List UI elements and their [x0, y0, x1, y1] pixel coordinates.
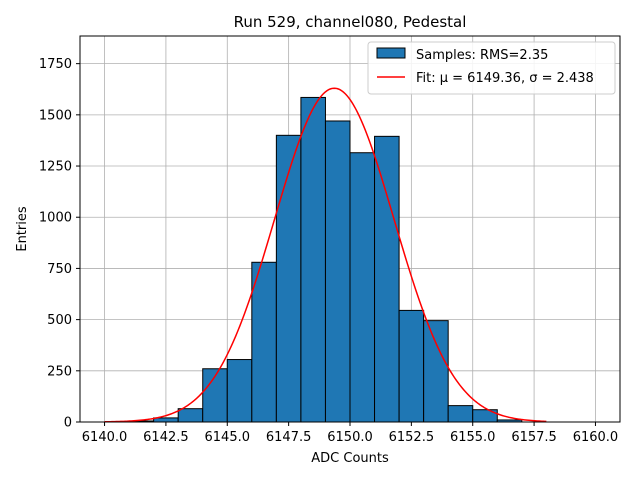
histogram-bar	[324, 120, 351, 423]
y-tick-label: 1000	[39, 211, 72, 226]
x-tick-label: 6155.0	[450, 430, 496, 445]
histogram-bar	[251, 261, 277, 423]
fit-line	[104, 87, 547, 423]
histogram-bar	[374, 135, 400, 423]
x-tick-label: 6147.5	[266, 430, 312, 445]
y-axis: 0 250 500 750 1000 1250 1500 1750	[39, 57, 80, 431]
legend-box	[367, 41, 616, 95]
y-tick-label: 1250	[39, 160, 72, 175]
x-axis: 6140.0 6142.5 6145.0 6147.5 6150.0 6152.5 6155…	[82, 422, 618, 445]
histogram-bar	[226, 359, 253, 423]
legend-histogram-swatch	[376, 47, 406, 59]
x-tick-label: 6160.0	[573, 430, 619, 445]
histogram-bar	[275, 134, 302, 423]
histogram-bar	[349, 152, 376, 423]
x-tick-label: 6145.0	[205, 430, 251, 445]
histogram-bar	[447, 405, 474, 423]
y-axis-title: Entries	[15, 206, 30, 252]
x-tick-label: 6157.5	[511, 430, 557, 445]
legend-histogram-label: Samples: RMS=2.35	[416, 48, 548, 63]
x-tick-label: 6150.0	[327, 430, 373, 445]
y-tick-label: 250	[47, 364, 72, 379]
x-axis-title: ADC Counts	[311, 451, 389, 466]
histogram-bar	[300, 96, 326, 423]
y-tick-label: 500	[47, 313, 72, 328]
chart-title: Run 529, channel080, Pedestal	[234, 13, 467, 31]
x-tick-label: 6140.0	[82, 430, 128, 445]
y-tick-label: 750	[47, 262, 72, 277]
histogram-bars	[128, 96, 523, 423]
histogram-bar	[398, 309, 425, 423]
legend-fit-label: Fit: μ = 6149.36, σ = 2.438	[416, 71, 594, 86]
fit-curve	[104, 87, 547, 423]
x-tick-label: 6152.5	[389, 430, 435, 445]
histogram-bar	[177, 408, 204, 423]
legend: Samples: RMS=2.35 Fit: μ = 6149.36, σ = …	[367, 41, 616, 95]
y-tick-label: 1500	[39, 108, 72, 123]
x-tick-label: 6142.5	[143, 430, 189, 445]
y-tick-label: 1750	[39, 57, 72, 72]
y-tick-label: 0	[64, 416, 72, 431]
histogram-bar	[423, 320, 449, 423]
